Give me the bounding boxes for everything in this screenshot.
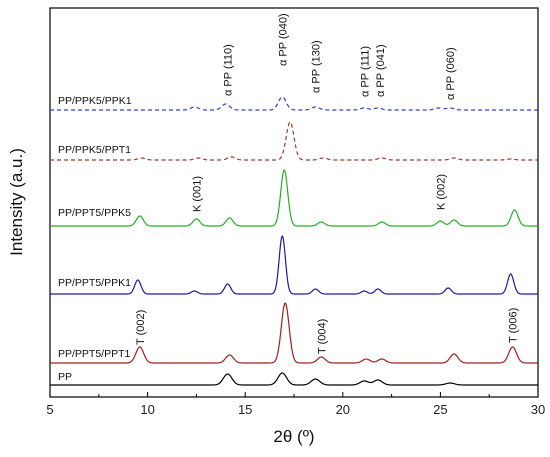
peak-annotation: α PP (040) — [277, 13, 289, 66]
series-labels: PP/PPK5/PPK1 PP/PPK5/PPT1 PP/PPT5/PPK5 P… — [58, 95, 132, 383]
peak-annotation: α PP (111) — [359, 46, 371, 97]
x-axis-title: 2θ (º) — [273, 427, 314, 446]
plot-frame — [49, 7, 539, 398]
series-line-pp-ppt5-ppk5 — [50, 169, 538, 227]
series-label-pp/ppt5/ppk1: PP/PPT5/PPK1 — [58, 277, 131, 289]
x-tick-label: 10 — [140, 402, 154, 417]
x-tick-label: 25 — [433, 402, 447, 417]
series-line-pp-ppt5-ppt1 — [50, 302, 538, 364]
peak-annotation: K (001) — [191, 176, 203, 212]
peak-annotation: α PP (060) — [445, 47, 457, 100]
peak-annotation: T (004) — [316, 319, 328, 354]
x-tick-label: 15 — [238, 402, 252, 417]
x-axis-ticks: 5 10 15 20 25 30 — [46, 392, 545, 417]
series-label-pp/ppk5/ppk1: PP/PPK5/PPK1 — [58, 95, 132, 107]
series-line-pp-ppt5-ppk1 — [50, 235, 538, 295]
peak-annotation: α PP (041) — [375, 44, 387, 97]
series-line-pp-ppk5-ppk1 — [50, 96, 538, 111]
peak-annotation: T (006) — [508, 308, 520, 343]
peak-annotations: α PP (110) α PP (040) α PP (130) α PP (111)… — [135, 13, 520, 354]
peak-annotation: K (002) — [435, 174, 447, 210]
series-label-pp/ppt5/ppt1: PP/PPT5/PPT1 — [58, 348, 131, 360]
y-axis-title: Intensity (a.u.) — [7, 148, 26, 256]
x-tick-label: 30 — [531, 402, 545, 417]
peak-annotation: α PP (130) — [311, 40, 323, 93]
series-curves — [50, 96, 538, 386]
x-tick-label: 5 — [46, 402, 53, 417]
peak-annotation: α PP (110) — [223, 44, 235, 96]
series-line-pp — [50, 372, 538, 386]
series-label-pp/ppt5/ppk5: PP/PPT5/PPK5 — [58, 207, 131, 219]
series-label-pp/ppk5/ppt1: PP/PPK5/PPT1 — [58, 144, 131, 156]
peak-annotation: T (002) — [135, 310, 147, 345]
x-tick-label: 20 — [336, 402, 350, 417]
series-label-pp: PP — [58, 371, 72, 383]
